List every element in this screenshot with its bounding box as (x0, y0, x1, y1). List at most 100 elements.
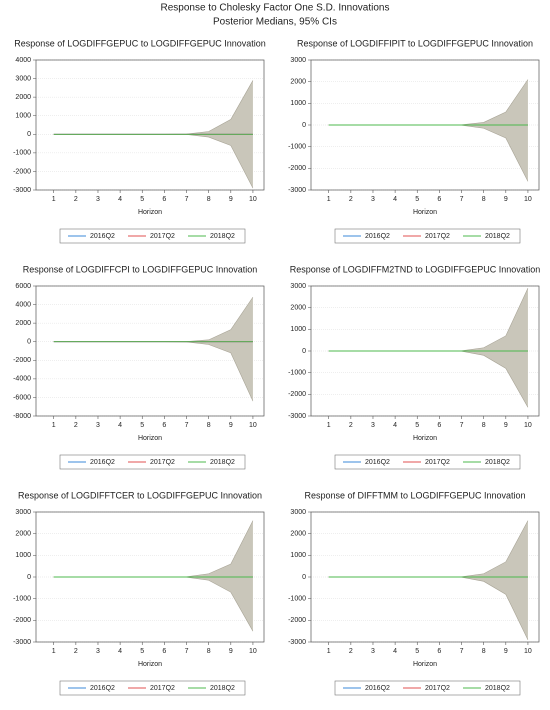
x-tick-label: 6 (162, 648, 166, 655)
legend-label: 2016Q2 (90, 685, 115, 692)
ci-band (328, 79, 528, 182)
x-tick-label: 5 (415, 422, 419, 429)
x-tick-label: 9 (229, 196, 233, 203)
legend-label: 2017Q2 (150, 685, 175, 692)
y-tick-label: -1000 (288, 144, 306, 151)
x-tick-label: 3 (371, 648, 375, 655)
x-tick-label: 10 (249, 422, 257, 429)
y-tick-label: -2000 (288, 391, 306, 398)
y-tick-label: 2000 (15, 320, 31, 327)
x-tick-label: 8 (207, 422, 211, 429)
legend-label: 2018Q2 (210, 459, 235, 466)
x-tick-label: 9 (229, 648, 233, 655)
y-tick-label: 0 (27, 131, 31, 138)
y-tick-label: -1000 (288, 370, 306, 377)
y-tick-label: -1000 (13, 596, 31, 603)
legend-box (59, 680, 246, 696)
y-tick-label: 0 (302, 348, 306, 355)
legend-label: 2018Q2 (210, 685, 235, 692)
legend-label: 2017Q2 (425, 685, 450, 692)
plot-frame (35, 285, 265, 417)
y-tick-label: 4000 (15, 57, 31, 64)
x-tick-label: 8 (482, 422, 486, 429)
x-tick-label: 1 (327, 422, 331, 429)
y-tick-label: -3000 (13, 187, 31, 194)
x-tick-label: 3 (96, 648, 100, 655)
y-tick-label: -4000 (13, 376, 31, 383)
y-tick-label: 2000 (290, 79, 306, 86)
plot-frame (310, 59, 540, 191)
x-tick-label: 2 (349, 648, 353, 655)
x-axis-label: Horizon (138, 209, 162, 216)
y-tick-label: -6000 (13, 394, 31, 401)
x-tick-label: 3 (96, 196, 100, 203)
y-tick-label: 6000 (15, 283, 31, 290)
x-tick-label: 8 (207, 196, 211, 203)
x-tick-label: 1 (52, 422, 56, 429)
y-tick-label: 3000 (290, 57, 306, 64)
x-tick-label: 9 (504, 648, 508, 655)
x-tick-label: 2 (74, 422, 78, 429)
x-tick-label: 10 (524, 422, 532, 429)
legend-label: 2016Q2 (365, 459, 390, 466)
x-tick-label: 5 (140, 196, 144, 203)
ci-band (328, 520, 528, 640)
legend-label: 2016Q2 (365, 233, 390, 240)
x-tick-label: 1 (327, 196, 331, 203)
y-tick-label: -3000 (13, 639, 31, 646)
x-tick-label: 3 (96, 422, 100, 429)
y-tick-label: -1000 (13, 150, 31, 157)
y-tick-label: 1000 (290, 100, 306, 107)
legend-box (59, 228, 246, 244)
y-tick-label: -2000 (13, 357, 31, 364)
legend-box (59, 454, 246, 470)
x-tick-label: 5 (415, 648, 419, 655)
x-tick-label: 2 (349, 196, 353, 203)
panel-title: Response of DIFFTMM to LOGDIFFGEPUC Inno… (304, 490, 525, 500)
panel-title: Response of LOGDIFFGEPUC to LOGDIFFGEPUC… (14, 38, 266, 48)
y-tick-label: 2000 (15, 531, 31, 538)
x-tick-label: 2 (349, 422, 353, 429)
ci-band (53, 520, 253, 632)
x-tick-label: 4 (393, 648, 397, 655)
ci-lower (53, 133, 254, 189)
x-tick-label: 5 (140, 648, 144, 655)
x-tick-label: 4 (118, 196, 122, 203)
plot-frame (35, 511, 265, 643)
x-tick-label: 3 (371, 196, 375, 203)
x-tick-label: 8 (207, 648, 211, 655)
legend-label: 2018Q2 (485, 233, 510, 240)
y-tick-label: -3000 (288, 639, 306, 646)
y-tick-label: -3000 (288, 187, 306, 194)
legend-label: 2017Q2 (150, 233, 175, 240)
y-tick-label: 1000 (290, 552, 306, 559)
y-tick-label: 3000 (15, 75, 31, 82)
y-tick-label: 0 (27, 574, 31, 581)
x-tick-label: 4 (393, 196, 397, 203)
x-tick-label: 10 (524, 196, 532, 203)
y-tick-label: 1000 (15, 552, 31, 559)
y-tick-label: 1000 (15, 113, 31, 120)
ci-band (328, 288, 528, 408)
x-tick-label: 4 (393, 422, 397, 429)
x-tick-label: 9 (504, 196, 508, 203)
x-tick-label: 7 (460, 422, 464, 429)
x-tick-label: 7 (185, 648, 189, 655)
x-axis-label: Horizon (138, 435, 162, 442)
y-tick-label: -2000 (288, 617, 306, 624)
y-tick-label: 1000 (290, 326, 306, 333)
y-tick-label: -2000 (13, 617, 31, 624)
x-tick-label: 2 (74, 648, 78, 655)
x-axis-label: Horizon (413, 209, 437, 216)
figure-subtitle: Posterior Medians, 95% CIs (213, 17, 337, 28)
y-tick-label: 2000 (290, 531, 306, 538)
y-tick-label: 0 (302, 574, 306, 581)
y-tick-label: 3000 (290, 509, 306, 516)
x-tick-label: 5 (415, 196, 419, 203)
x-tick-label: 7 (460, 196, 464, 203)
x-tick-label: 6 (162, 196, 166, 203)
x-axis-label: Horizon (138, 661, 162, 668)
y-tick-label: 0 (27, 339, 31, 346)
legend-label: 2017Q2 (425, 233, 450, 240)
